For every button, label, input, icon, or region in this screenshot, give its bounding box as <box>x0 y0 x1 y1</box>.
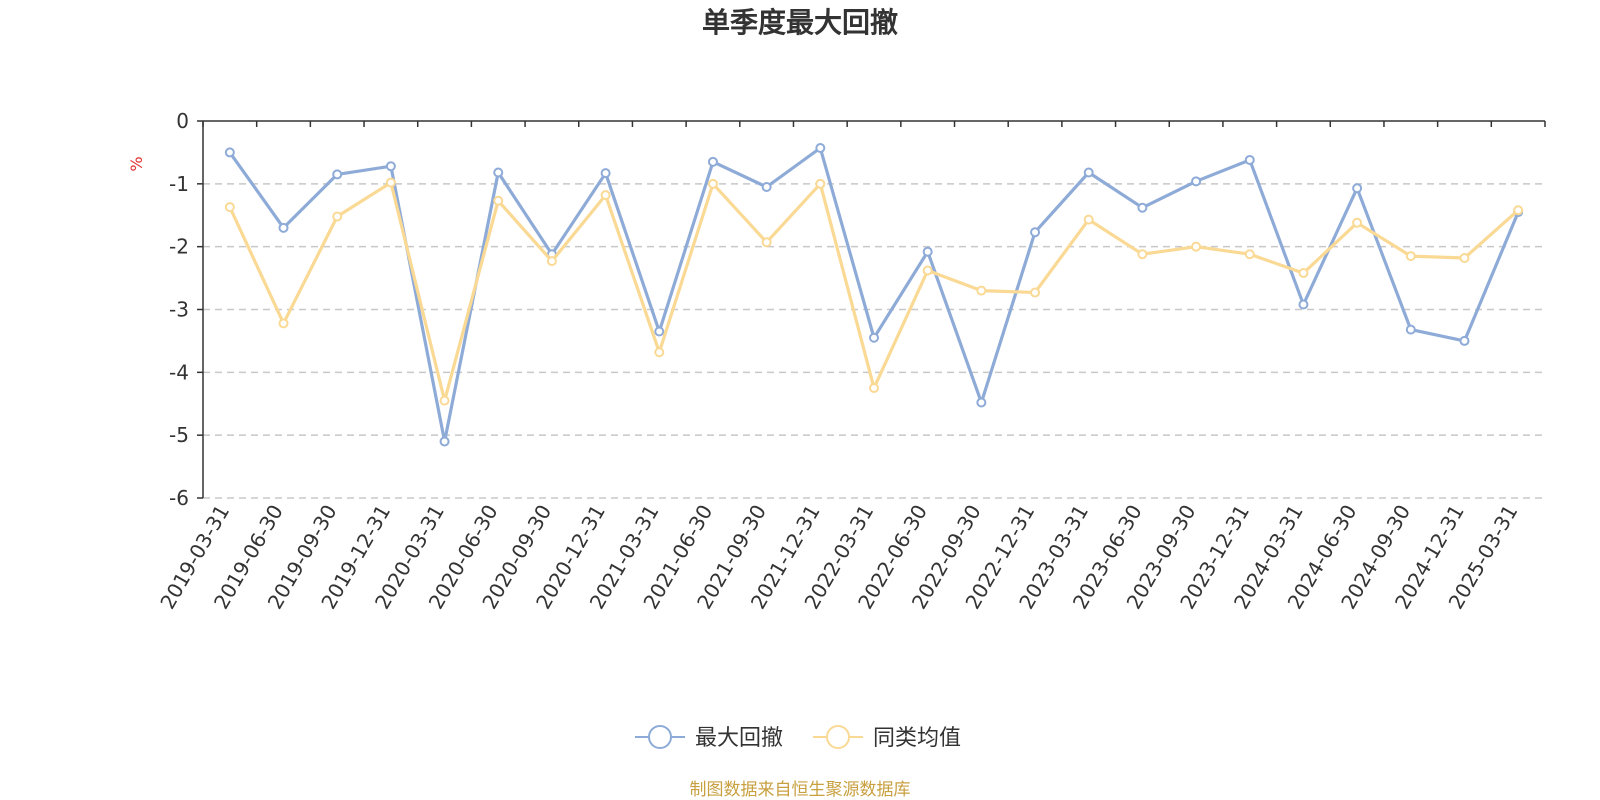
data-point <box>1191 241 1202 252</box>
data-point <box>1459 252 1470 263</box>
data-point <box>493 195 504 206</box>
data-point <box>761 181 772 192</box>
data-point <box>385 161 396 172</box>
legend-label: 最大回撤 <box>695 726 783 751</box>
data-point <box>1459 335 1470 346</box>
source-note: 制图数据来自恒生聚源数据库 <box>690 780 911 800</box>
data-point <box>332 211 343 222</box>
data-point <box>707 178 718 189</box>
data-point <box>976 285 987 296</box>
series-2 <box>224 177 1524 406</box>
data-point <box>707 156 718 167</box>
data-point <box>1298 268 1309 279</box>
data-point <box>1191 176 1202 187</box>
series-layer <box>224 143 1524 447</box>
data-point <box>546 256 557 267</box>
data-point <box>761 237 772 248</box>
data-point <box>1137 249 1148 260</box>
data-point <box>976 397 987 408</box>
data-point <box>922 265 933 276</box>
data-point <box>1030 227 1041 238</box>
data-point <box>385 177 396 188</box>
data-point <box>224 147 235 158</box>
data-point <box>815 143 826 154</box>
legend-marker <box>648 725 672 749</box>
data-point <box>278 318 289 329</box>
data-point <box>332 169 343 180</box>
legend[interactable]: 最大回撤 同类均值 <box>635 725 961 751</box>
y-tick-label: -1 <box>169 172 189 196</box>
y-tick-label: -4 <box>169 360 189 384</box>
chart-title: 单季度最大回撤 <box>702 6 898 39</box>
data-point <box>278 222 289 233</box>
data-point <box>600 190 611 201</box>
data-point <box>1083 167 1094 178</box>
data-point <box>1513 205 1524 216</box>
y-tick-label: -5 <box>169 423 189 447</box>
data-point <box>439 395 450 406</box>
data-point <box>922 246 933 257</box>
y-axis-ticks: 0 -1 -2 -3 -4 -5 -6 <box>169 109 203 510</box>
data-point <box>1352 183 1363 194</box>
data-point <box>1083 214 1094 225</box>
y-tick-label: -3 <box>169 298 189 322</box>
data-point <box>654 347 665 358</box>
x-axis-ticks: 2019-03-312019-06-302019-09-302019-12-31… <box>155 121 1546 613</box>
data-point <box>1137 202 1148 213</box>
data-point <box>869 332 879 343</box>
data-point <box>815 178 826 189</box>
data-point <box>439 436 450 447</box>
data-point <box>1030 287 1041 298</box>
data-point <box>1244 154 1255 165</box>
y-tick-label: 0 <box>176 109 189 133</box>
data-point <box>1405 324 1416 335</box>
data-point <box>1405 251 1416 262</box>
legend-label: 同类均值 <box>873 726 961 751</box>
data-point <box>654 326 665 337</box>
series-line <box>228 181 1520 403</box>
series-line <box>228 146 1520 443</box>
legend-item-2[interactable]: 同类均值 <box>813 725 961 751</box>
grid-lines <box>203 183 1545 499</box>
data-point <box>493 167 504 178</box>
data-point <box>869 383 879 394</box>
series-1 <box>224 143 1524 447</box>
y-axis-unit: % <box>127 156 146 171</box>
data-point <box>600 168 611 179</box>
data-point <box>1352 217 1363 228</box>
legend-marker <box>826 725 850 749</box>
data-point <box>224 202 235 213</box>
data-point <box>1298 299 1309 310</box>
y-tick-label: -6 <box>169 486 189 510</box>
data-point <box>1244 249 1255 260</box>
legend-item-1[interactable]: 最大回撤 <box>635 725 783 751</box>
y-tick-label: -2 <box>169 235 189 259</box>
